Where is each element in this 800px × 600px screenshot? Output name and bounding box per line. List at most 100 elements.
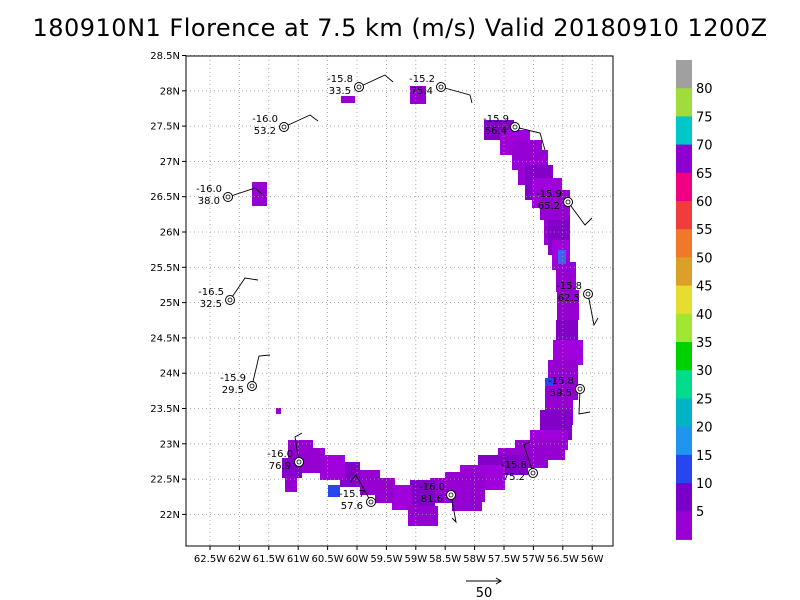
station-marker: -15.965.2 bbox=[536, 189, 593, 226]
station-temp: -15.8 bbox=[501, 460, 527, 471]
lon-tick-label: 61W bbox=[287, 554, 310, 565]
colorbar-label: 15 bbox=[696, 449, 713, 464]
station-speed: 38.0 bbox=[198, 196, 220, 207]
colorbar-segment bbox=[676, 398, 692, 428]
wind-barb bbox=[587, 293, 599, 327]
colorbar-label: 80 bbox=[696, 82, 713, 97]
wind-barb bbox=[440, 86, 473, 104]
wind-barb bbox=[578, 388, 591, 415]
station-marker: -15.956.4 bbox=[483, 114, 546, 151]
wind-speed-field bbox=[252, 86, 583, 526]
lat-tick-label: 28.5N bbox=[150, 51, 180, 62]
station-circle-icon bbox=[510, 122, 520, 132]
wind-barb bbox=[227, 187, 263, 198]
station-speed: 75.4 bbox=[411, 86, 433, 97]
station-circle-icon bbox=[247, 381, 257, 391]
lat-tick-label: 22N bbox=[160, 510, 180, 521]
colorbar-segment bbox=[676, 342, 692, 371]
colorbar-label: 40 bbox=[696, 308, 713, 323]
wind-speed-cell bbox=[410, 480, 435, 510]
observation-stations: -15.833.5-15.275.4-16.053.2-15.956.4-16.… bbox=[196, 74, 599, 524]
colorbar-label: 30 bbox=[696, 364, 713, 379]
colorbar-label: 45 bbox=[696, 280, 713, 295]
lat-tick-label: 27N bbox=[160, 157, 180, 168]
station-circle-icon bbox=[528, 468, 538, 478]
lon-tick-label: 60W bbox=[346, 554, 369, 565]
longitude-tick-labels: 62.5W 62W 61.5W 61W 60.5W 60W 59.5W 59W 58.5W 58W… bbox=[194, 554, 604, 565]
lon-tick-label: 56W bbox=[581, 554, 604, 565]
colorbar-segment bbox=[676, 370, 692, 399]
lat-tick-label: 28N bbox=[160, 86, 180, 97]
station-circle-icon bbox=[366, 497, 376, 507]
colorbar-segment bbox=[676, 88, 692, 117]
station-temp: -15.9 bbox=[536, 189, 562, 200]
lat-tick-label: 22.5N bbox=[150, 475, 180, 486]
station-circle-icon bbox=[583, 289, 593, 299]
station-speed: 75.2 bbox=[503, 472, 525, 483]
station-circle-icon bbox=[354, 82, 364, 92]
lat-tick-label: 26N bbox=[160, 228, 180, 239]
wind-speed-cell bbox=[328, 485, 340, 497]
wind-speed-cell bbox=[558, 250, 566, 264]
station-temp: -15.8 bbox=[548, 376, 574, 387]
colorbar-label: 10 bbox=[696, 477, 713, 492]
wind-speed-cell bbox=[341, 96, 355, 103]
station-speed: 62.5 bbox=[558, 293, 580, 304]
scale-vector-label: 50 bbox=[476, 586, 493, 600]
color-scale-bar: 80 75 70 65 60 55 50 45 40 35 30 25 20 15 10 5 bbox=[676, 60, 713, 540]
station-circle-icon bbox=[436, 82, 446, 92]
station-marker: -15.859.5 bbox=[548, 376, 591, 415]
map-frame bbox=[185, 55, 614, 547]
station-marker: -15.929.5 bbox=[220, 354, 271, 396]
colorbar-label: 65 bbox=[696, 167, 713, 182]
station-temp: -16.0 bbox=[267, 449, 293, 460]
station-marker: -15.862.5 bbox=[556, 281, 599, 327]
lat-tick-label: 26.5N bbox=[150, 192, 180, 203]
colorbar-label: 35 bbox=[696, 336, 713, 351]
station-circle-icon bbox=[223, 192, 233, 202]
station-temp: -15.9 bbox=[483, 114, 509, 125]
wind-barb bbox=[294, 432, 303, 463]
wind-barb bbox=[283, 114, 319, 128]
map-title: 180910N1 Florence at 7.5 km (m/s) Valid … bbox=[32, 14, 768, 42]
station-marker: -16.081.6 bbox=[419, 482, 457, 524]
wind-speed-cell bbox=[392, 485, 412, 510]
wind-speed-cell bbox=[285, 476, 297, 492]
wind-speed-cell bbox=[545, 378, 553, 386]
station-speed: 29.5 bbox=[222, 385, 244, 396]
lat-tick-label: 25.5N bbox=[150, 263, 180, 274]
station-speed: 57.6 bbox=[341, 501, 363, 512]
colorbar-segment bbox=[676, 313, 692, 343]
station-circle-icon bbox=[446, 490, 456, 500]
station-speed: 65.2 bbox=[538, 201, 560, 212]
colorbar-segment bbox=[676, 483, 692, 512]
station-speed: 59.5 bbox=[550, 388, 572, 399]
lat-tick-label: 23.5N bbox=[150, 404, 180, 415]
lon-tick-label: 58.5W bbox=[429, 554, 461, 565]
colorbar-label: 60 bbox=[696, 195, 713, 210]
lat-tick-label: 24N bbox=[160, 369, 180, 380]
lon-tick-label: 56.5W bbox=[547, 554, 579, 565]
lat-tick-label: 27.5N bbox=[150, 122, 180, 133]
colorbar-label: 70 bbox=[696, 139, 713, 154]
colorbar-label: 55 bbox=[696, 223, 713, 238]
station-circle-icon bbox=[575, 384, 585, 394]
lat-tick-label: 23N bbox=[160, 439, 180, 450]
station-marker: -16.532.5 bbox=[198, 277, 259, 310]
lon-tick-label: 57W bbox=[522, 554, 545, 565]
lon-tick-label: 61.5W bbox=[253, 554, 285, 565]
lat-tick-label: 24.5N bbox=[150, 333, 180, 344]
colorbar-label: 25 bbox=[696, 392, 713, 407]
station-marker: -16.053.2 bbox=[252, 114, 319, 137]
colorbar-segment bbox=[676, 229, 692, 258]
colorbar-segment bbox=[676, 201, 692, 230]
station-marker: -16.076.9 bbox=[267, 432, 304, 472]
wind-barb bbox=[229, 277, 259, 301]
station-marker: -15.757.6 bbox=[339, 474, 376, 512]
station-temp: -15.8 bbox=[327, 74, 353, 85]
lat-tick-label: 25N bbox=[160, 298, 180, 309]
lon-tick-label: 57.5W bbox=[488, 554, 520, 565]
wind-speed-cell bbox=[408, 506, 438, 526]
station-speed: 76.9 bbox=[269, 461, 291, 472]
